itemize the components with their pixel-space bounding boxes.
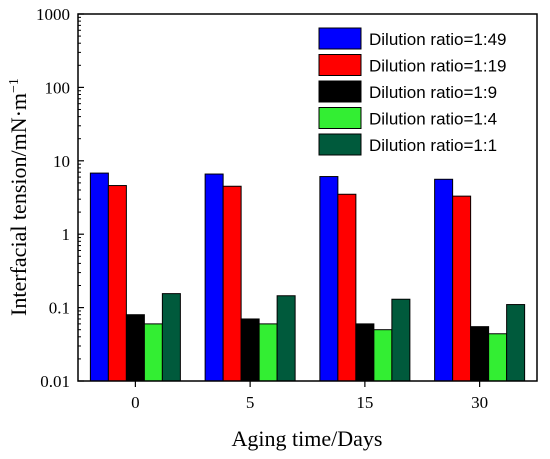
bar: [161, 293, 181, 382]
legend: Dilution ratio=1:49 Dilution ratio=1:19 Di…: [318, 27, 507, 156]
bar: [373, 329, 393, 382]
bar: [506, 304, 526, 382]
y-axis-title: Interfacial tension/mN·m−1: [6, 78, 31, 316]
legend-swatch: [318, 80, 362, 103]
legend-label: Dilution ratio=1:49: [369, 30, 507, 49]
y-axis-title-text: Interfacial tension/mN·m: [6, 93, 31, 316]
bar: [204, 173, 224, 382]
legend-swatch: [318, 27, 362, 50]
y-tick-label: 1000: [36, 5, 70, 24]
bar: [107, 185, 127, 382]
bars-layer: [89, 172, 526, 382]
y-axis-ticks: 0.01 0.1 1 10 100 1000: [36, 5, 84, 391]
bar: [391, 298, 411, 382]
x-tick-label: 5: [246, 393, 255, 412]
bar: [337, 193, 357, 382]
y-tick-label: 1: [62, 225, 71, 244]
bar: [452, 195, 472, 382]
bar: [125, 314, 145, 382]
legend-label: Dilution ratio=1:1: [369, 136, 497, 155]
bar: [276, 295, 296, 382]
bar: [470, 326, 490, 382]
legend-label: Dilution ratio=1:4: [369, 110, 497, 129]
legend-swatch: [318, 133, 362, 156]
bar: [258, 323, 278, 382]
y-axis-title-superscript: −1: [7, 78, 22, 93]
bar: [355, 323, 375, 382]
x-tick-label: 30: [471, 393, 488, 412]
bar: [240, 318, 260, 382]
x-axis-ticks: 0 5 15 30: [131, 381, 488, 412]
y-tick-label: 0.01: [40, 372, 70, 391]
legend-swatch: [318, 107, 362, 129]
x-tick-label: 15: [356, 393, 373, 412]
bar: [488, 333, 508, 382]
bar: [434, 178, 454, 382]
legend-swatch: [318, 54, 362, 76]
legend-label: Dilution ratio=1:19: [369, 57, 507, 76]
bar: [319, 176, 339, 382]
bar: [222, 185, 242, 382]
legend-label: Dilution ratio=1:9: [369, 83, 497, 102]
x-tick-label: 0: [131, 393, 140, 412]
bar: [143, 323, 163, 382]
bar: [89, 172, 109, 382]
x-axis-title: Aging time/Days: [232, 426, 383, 451]
y-tick-label: 0.1: [49, 299, 70, 318]
y-tick-label: 10: [53, 152, 70, 171]
y-tick-label: 100: [45, 78, 71, 97]
plot-frame: [77, 13, 538, 382]
